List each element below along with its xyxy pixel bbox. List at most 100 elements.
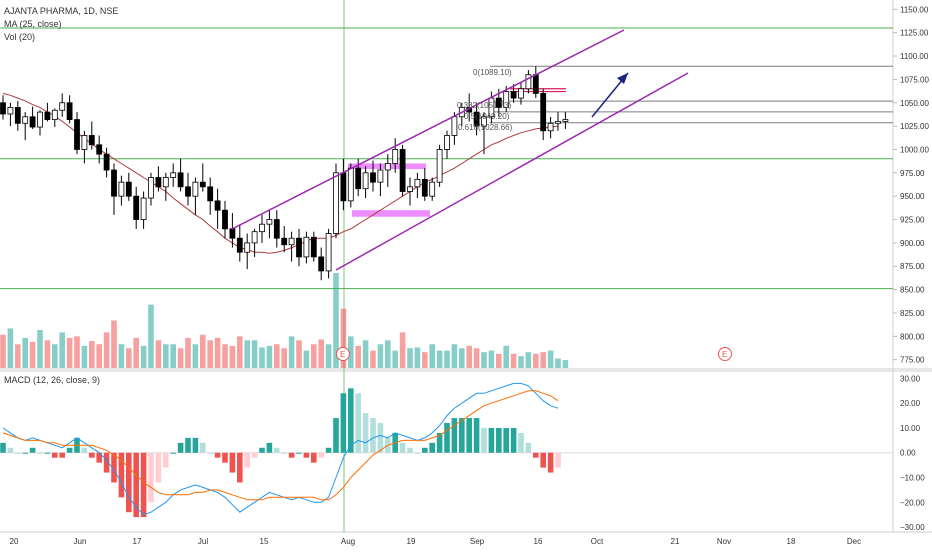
fib-label-5: 0.5(1040.20) xyxy=(464,112,510,121)
macd-histogram-bar xyxy=(207,452,213,454)
macd-histogram-bar xyxy=(170,452,176,454)
volume-bar xyxy=(436,350,443,368)
volume-bar xyxy=(259,347,265,368)
volume-bar xyxy=(155,340,162,368)
macd-histogram-bar xyxy=(259,447,265,453)
volume-bar xyxy=(0,334,6,368)
volume-bar xyxy=(288,336,295,368)
volume-bar xyxy=(214,337,221,368)
price-tick-label: 1000.00 xyxy=(900,145,929,154)
volume-bar xyxy=(89,341,95,368)
macd-histogram-bar xyxy=(148,452,154,503)
macd-histogram-bar xyxy=(466,418,472,453)
volume-bar xyxy=(540,352,546,368)
volume-bar xyxy=(555,358,561,368)
macd-histogram-bar xyxy=(451,418,458,453)
volume-bar xyxy=(126,348,132,368)
volume-bar xyxy=(81,345,88,368)
macd-line xyxy=(2,382,559,516)
volume-bar xyxy=(333,273,339,368)
candle-body xyxy=(555,121,561,124)
macd-histogram-bar xyxy=(214,452,221,458)
macd-tick-label: 20.00 xyxy=(900,399,921,408)
price-tick-label: 775.00 xyxy=(900,356,925,365)
candle-body xyxy=(29,116,36,128)
volume-bar xyxy=(444,350,450,368)
candle-body xyxy=(333,172,339,234)
macd-histogram-bar xyxy=(222,452,228,463)
macd-histogram-bar xyxy=(155,452,162,483)
candle-body xyxy=(66,102,73,120)
macd-histogram-bar xyxy=(414,452,421,454)
macd-tick-label: −10.00 xyxy=(900,474,925,483)
candle-body xyxy=(88,135,95,146)
candle-body xyxy=(244,242,251,253)
macd-histogram-bar xyxy=(29,447,36,453)
volume-bar xyxy=(340,308,347,368)
volume-bar xyxy=(311,344,317,368)
price-tick-label: 1025.00 xyxy=(900,122,929,131)
earnings-marker-nov[interactable] xyxy=(718,347,732,361)
candle-body xyxy=(207,186,214,202)
time-tick-label: 16 xyxy=(534,537,543,546)
macd-histogram-bar xyxy=(518,432,524,453)
candle-body xyxy=(362,172,369,190)
price-tick-label: 1050.00 xyxy=(900,99,929,108)
volume-bar xyxy=(111,320,117,368)
volume-bar xyxy=(133,337,139,368)
macd-histogram-bar xyxy=(547,452,554,473)
macd-histogram-bar xyxy=(118,452,125,498)
volume-bar xyxy=(185,337,191,368)
volume-bar xyxy=(74,336,80,368)
volume-bar xyxy=(422,352,428,368)
fib-label-0: 0(1089.10) xyxy=(473,68,512,77)
macd-histogram-bar xyxy=(237,452,243,483)
macd-histogram-bar xyxy=(244,452,250,468)
candle-body xyxy=(133,195,140,220)
macd-histogram-bar xyxy=(281,452,287,454)
price-tick-label: 825.00 xyxy=(900,309,925,318)
consolidation-box-bottom xyxy=(352,210,430,217)
volume-bar xyxy=(22,337,28,368)
candle-body xyxy=(481,116,487,127)
candle-body xyxy=(273,219,280,239)
volume-bar xyxy=(503,345,509,368)
earnings-marker-aug[interactable] xyxy=(336,347,350,361)
macd-histogram-bar xyxy=(44,452,51,454)
candle-body xyxy=(14,107,21,124)
candle-body xyxy=(318,256,325,272)
volume-bar xyxy=(200,334,206,368)
volume-bar xyxy=(562,360,569,368)
time-tick-label: 15 xyxy=(260,537,269,546)
volume-bar xyxy=(481,352,487,368)
candle-body xyxy=(429,181,436,197)
candle-body xyxy=(170,172,177,178)
macd-histogram-bar xyxy=(459,418,465,453)
macd-histogram-bar xyxy=(89,452,95,458)
candle-body xyxy=(229,228,236,239)
macd-histogram-bar xyxy=(111,452,117,483)
candle-body xyxy=(59,102,66,111)
macd-histogram-bar xyxy=(133,452,139,518)
candle-body xyxy=(74,119,80,150)
candle-body xyxy=(192,181,199,197)
candle-body xyxy=(451,116,458,136)
candle-body xyxy=(37,111,43,128)
macd-histogram-bar xyxy=(429,442,435,453)
volume-bar xyxy=(429,344,435,368)
volume-bar xyxy=(170,344,176,368)
macd-histogram-bar xyxy=(7,447,14,453)
volume-bar xyxy=(266,345,273,368)
volume-bar xyxy=(7,328,14,368)
time-tick-label: 19 xyxy=(407,537,416,546)
candle-body xyxy=(503,91,510,108)
volume-bar xyxy=(407,348,413,368)
volume-bar xyxy=(52,344,58,368)
macd-histogram-bar xyxy=(126,452,132,513)
macd-histogram-bar xyxy=(163,452,169,468)
candle-body xyxy=(199,181,206,188)
volume-bar xyxy=(355,345,361,368)
volume-bar xyxy=(392,350,398,368)
macd-histogram-bar xyxy=(436,432,443,453)
